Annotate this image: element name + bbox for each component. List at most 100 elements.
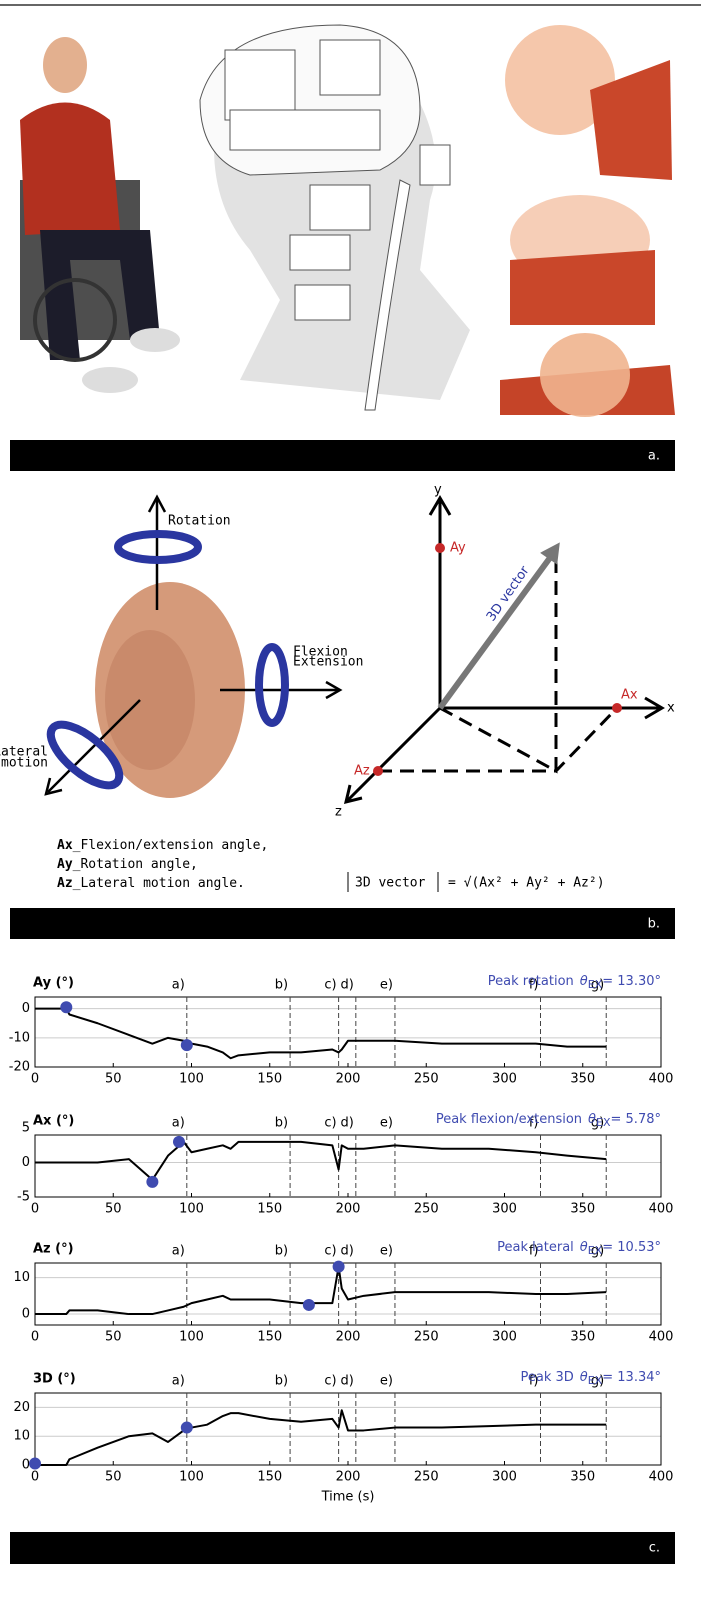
y-tick-label: 0 [22, 1307, 30, 1322]
event-label: b) [275, 1374, 288, 1389]
panel-bar [10, 908, 675, 939]
x-tick-label: 200 [336, 1470, 361, 1485]
y-tick-label: -5 [17, 1190, 30, 1205]
x-tick-label: 250 [414, 1202, 439, 1217]
peak-marker [60, 1001, 72, 1013]
x-tick-label: 250 [414, 1470, 439, 1485]
event-label: e) [380, 1116, 393, 1131]
x-tick-label: 150 [257, 1330, 282, 1345]
peak-marker [173, 1136, 185, 1148]
component-label: Ay [450, 541, 466, 556]
peak-marker [181, 1039, 193, 1051]
x-tick-label: 350 [570, 1470, 595, 1485]
x-tick-label: 0 [31, 1072, 39, 1087]
x-tick-label: 300 [492, 1470, 517, 1485]
peak-marker [303, 1299, 315, 1311]
x-tick-label: 300 [492, 1202, 517, 1217]
legend: Ax_Flexion/extension angle,Ay_Rotation a… [57, 838, 268, 891]
x-tick-label: 400 [649, 1470, 674, 1485]
event-label: e) [380, 1244, 393, 1259]
data-line [35, 1267, 606, 1314]
y-tick-label: 5 [22, 1121, 30, 1136]
axis-label: x [667, 701, 675, 716]
y-axis-label: Ax (°) [33, 1114, 74, 1129]
title-text: Peak rotation [488, 974, 574, 989]
title-subscript: EX [588, 1244, 603, 1257]
data-line [35, 1142, 606, 1180]
panel-bar [10, 1532, 675, 1564]
x-tick-label: 200 [336, 1202, 361, 1217]
event-label: d) [340, 978, 353, 993]
x-tick-label: 0 [31, 1470, 39, 1485]
event-label: c) [324, 1244, 336, 1259]
title-text: Peak flexion/extension [436, 1112, 582, 1127]
chart-title: Peak flexion/extensionθEX= 5.78° [436, 1112, 661, 1130]
x-tick-label: 100 [179, 1330, 204, 1345]
event-label: c) [324, 1116, 336, 1131]
axis-label: z [335, 805, 342, 820]
panel-label: a. [648, 449, 660, 464]
title-subscript: EX [588, 1374, 603, 1387]
event-label: a) [172, 1116, 185, 1131]
peak-marker [333, 1261, 345, 1273]
legend-entry: Ay_Rotation angle, [57, 857, 198, 872]
x-tick-label: 400 [649, 1072, 674, 1087]
x-tick-label: 200 [336, 1330, 361, 1345]
event-label: e) [380, 978, 393, 993]
x-tick-label: 200 [336, 1072, 361, 1087]
title-text: Peak lateral [497, 1240, 574, 1255]
chart-title: Peak 3DθEX= 13.34° [520, 1370, 661, 1388]
x-tick-label: 0 [31, 1202, 39, 1217]
event-label: b) [275, 1116, 288, 1131]
x-tick-label: 400 [649, 1202, 674, 1217]
title-symbol: θ [580, 1240, 588, 1255]
vector-diagram [346, 498, 662, 802]
axis-label: motion [1, 756, 48, 771]
title-symbol: θ [580, 1370, 588, 1385]
axis-label: Rotation [168, 514, 231, 529]
title-value: = 13.34° [602, 1370, 661, 1385]
y-axis-label: 3D (°) [33, 1372, 76, 1387]
panel-bar [10, 440, 675, 471]
title-symbol: θ [588, 1112, 596, 1127]
title-subscript: EX [596, 1116, 611, 1129]
legend-symbol: Ay [57, 857, 73, 872]
legend-text: _Flexion/extension angle, [73, 838, 269, 853]
y-tick-label: 0 [22, 1458, 30, 1473]
x-tick-label: 350 [570, 1072, 595, 1087]
chart: 0-10-20050100150200250300350400a)b)c)d)e… [9, 974, 674, 1087]
x-tick-label: 350 [570, 1330, 595, 1345]
component-label: Az [354, 764, 370, 779]
component-label: Ax [621, 688, 638, 703]
x-tick-label: 250 [414, 1072, 439, 1087]
head-motion-photos [500, 25, 675, 417]
x-tick-label: 150 [257, 1072, 282, 1087]
plot-frame [35, 1135, 661, 1197]
x-tick-label: 150 [257, 1470, 282, 1485]
y-axis-label: Az (°) [33, 1242, 74, 1257]
x-tick-label: 250 [414, 1330, 439, 1345]
formula-rhs: = √(Ax² + Ay² + Az²) [448, 876, 605, 891]
x-tick-label: 300 [492, 1072, 517, 1087]
legend-symbol: Az [57, 876, 73, 891]
chart-title: Peak rotationθEX= 13.30° [488, 974, 661, 992]
y-axis-label: Ay (°) [33, 976, 74, 991]
legend-text: _Rotation angle, [73, 857, 198, 872]
title-value: = 10.53° [602, 1240, 661, 1255]
legend-symbol: Ax [57, 838, 73, 853]
x-tick-label: 50 [105, 1072, 122, 1087]
plot-frame [35, 997, 661, 1067]
chart-title: Peak lateral θEX= 10.53° [497, 1240, 661, 1258]
legend-entry: Ax_Flexion/extension angle, [57, 838, 268, 853]
formula-lhs: 3D vector [355, 876, 426, 891]
y-tick-label: 0 [22, 1155, 30, 1170]
peak-marker [146, 1176, 158, 1188]
event-label: c) [324, 1374, 336, 1389]
axis-label: Extension [293, 655, 363, 670]
event-label: a) [172, 1244, 185, 1259]
head-mechanism-drawing [200, 25, 470, 410]
peak-marker [29, 1458, 41, 1470]
title-symbol: θ [580, 974, 588, 989]
